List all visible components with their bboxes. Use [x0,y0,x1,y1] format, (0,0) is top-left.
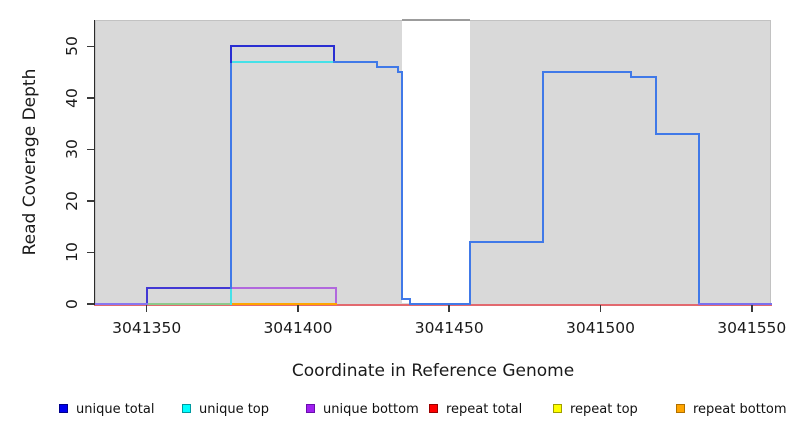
x-tick-label: 3041550 [717,319,787,337]
unique-top-cyan-line-segment [230,60,336,63]
y-tick-mark [87,303,94,305]
legend-label: unique total [76,402,155,417]
y-tick-mark [87,97,94,99]
y-tick-label: 50 [63,36,81,57]
y-axis-title: Read Coverage Depth [20,68,40,256]
legend-swatch-repeat-top [553,404,562,413]
y-tick-label: 20 [63,191,81,211]
x-tick-mark [750,305,753,312]
legend-swatch-repeat-bottom [676,404,685,413]
x-tick-label: 3041450 [414,319,484,337]
unique-total-peak-segment [230,45,336,48]
unique-total-main-segment [401,297,411,300]
zero-blend-violet-right-segment [697,302,772,305]
legend-label: repeat bottom [693,402,787,417]
unique-total-main-segment [408,297,411,305]
unique-total-main-segment [469,241,472,305]
legend-swatch-unique-top [182,404,191,413]
plot-top-border-over-gap [401,19,471,22]
unique-total-main-segment [396,66,399,74]
unique-bottom-indigo-part-segment [145,287,148,305]
unique-total-rise-segment [230,60,233,290]
unique-total-peak-segment [333,45,336,63]
y-tick-label: 10 [63,242,81,263]
legend-label: unique bottom [323,402,419,417]
unique-total-main-segment [408,302,472,305]
plot-area [95,20,771,305]
legend-label: unique top [199,402,270,417]
y-axis-line [93,20,96,305]
unique-total-main-segment [629,76,658,79]
unique-total-main-segment [542,71,632,74]
unique-total-main-segment [655,76,658,135]
unique-bottom-indigo-part-segment [145,287,233,290]
unique-total-main-segment [375,60,378,69]
legend-label: repeat total [446,402,523,417]
y-tick-mark [87,45,94,48]
unique-bottom-orchid-part-segment [230,287,338,290]
unique-total-main-segment [375,66,399,69]
x-tick-mark [448,305,451,312]
y-tick-label: 0 [63,298,81,309]
x-tick-mark [297,305,299,312]
legend-swatch-unique-total [59,404,68,413]
y-tick-label: 40 [63,88,81,108]
zero-blend-green-segment [145,302,233,305]
y-tick-mark [87,200,94,202]
unique-total-main-segment [542,71,545,244]
y-tick-label: 30 [63,139,81,160]
unique-total-main-segment [401,71,404,300]
unique-total-main-segment [333,60,378,63]
y-tick-mark [87,251,94,254]
x-tick-label: 3041350 [112,319,182,337]
unique-total-main-segment [655,132,700,135]
unique-total-main-segment [469,241,544,244]
unique-total-main-segment [697,132,700,305]
x-axis-title: Coordinate in Reference Genome [291,361,575,381]
unique-bottom-orchid-part-segment [335,287,338,305]
unique-total-main-segment [396,71,404,74]
repeat-bottom-orange-line-segment [230,303,338,306]
legend-label: repeat top [570,402,638,417]
x-tick-mark [145,305,148,312]
x-tick-mark [599,305,602,312]
unique-total-main-segment [629,71,632,79]
repeat-total-zero-line-segment [93,304,772,307]
y-tick-mark [87,148,94,151]
unique-total-peak-segment [230,45,233,63]
x-tick-label: 3041400 [263,319,333,337]
legend-swatch-repeat-total [429,404,438,413]
legend-swatch-unique-bottom [306,404,315,413]
x-tick-label: 3041500 [565,319,635,337]
zero-blend-violet-left-segment [93,302,148,305]
